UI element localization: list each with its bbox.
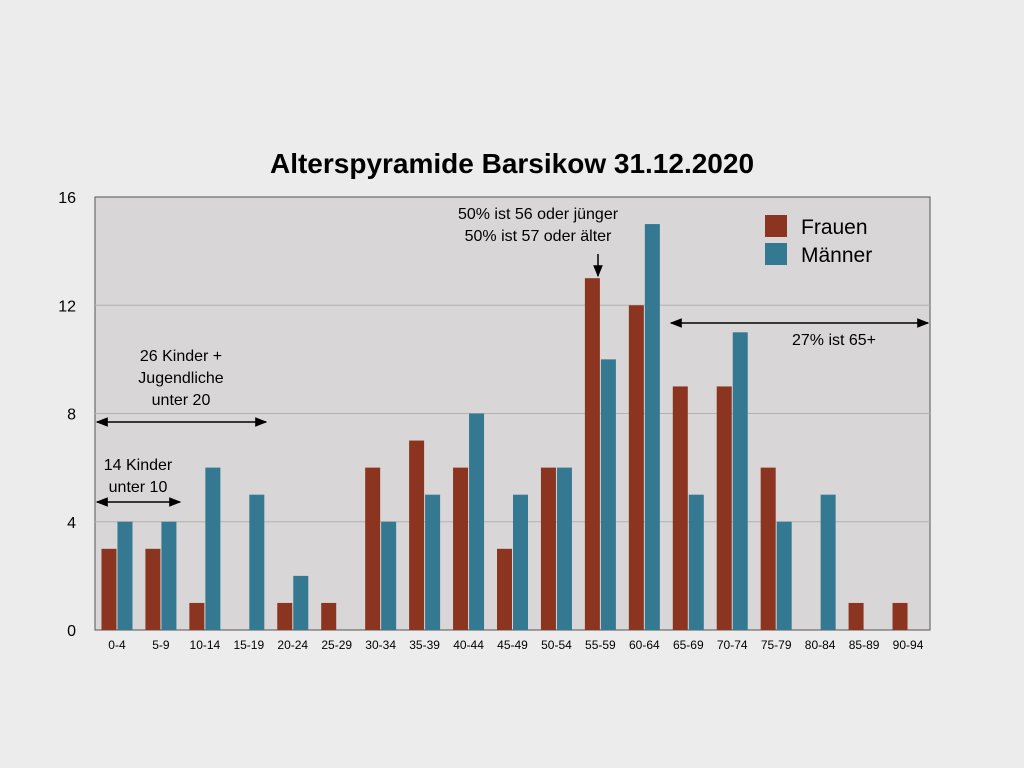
x-tick-label: 50-54 [541, 638, 572, 652]
legend-label-frauen: Frauen [801, 216, 868, 239]
y-axis-ticks: 0 4 8 12 16 [58, 190, 76, 640]
bar-frauen-50-54 [540, 467, 556, 630]
seniors-label: 27% ist 65+ [792, 332, 876, 349]
annotation-seniors: 27% ist 65+ [669, 318, 930, 349]
x-tick-label: 20-24 [277, 638, 308, 652]
bar-maenner-35-39 [425, 494, 441, 630]
youth-line-1: 26 Kinder + [140, 348, 222, 365]
chart-title: Alterspyramide Barsikow 31.12.2020 [270, 148, 754, 179]
bar-frauen-55-59 [584, 278, 600, 630]
x-tick-label: 5-9 [152, 638, 170, 652]
bar-maenner-50-54 [556, 467, 572, 630]
bar-maenner-75-79 [776, 521, 792, 630]
bar-maenner-5-9 [161, 521, 177, 630]
legend-swatch-maenner [765, 243, 787, 265]
x-tick-label: 15-19 [233, 638, 264, 652]
bar-frauen-90-94 [892, 602, 908, 630]
legend-label-maenner: Männer [801, 244, 872, 267]
y-tick-label: 4 [67, 515, 76, 532]
y-tick-label: 8 [67, 407, 76, 424]
bar-frauen-25-29 [321, 602, 337, 630]
youth-line-2: Jugendliche [138, 370, 224, 387]
x-tick-label: 90-94 [893, 638, 924, 652]
children-line-1: 14 Kinder [104, 457, 173, 474]
x-tick-label: 65-69 [673, 638, 704, 652]
bar-frauen-5-9 [145, 548, 161, 630]
x-tick-label: 35-39 [409, 638, 440, 652]
bar-maenner-10-14 [205, 467, 221, 630]
bar-frauen-60-64 [628, 305, 644, 630]
bar-frauen-45-49 [497, 548, 512, 630]
bar-frauen-20-24 [277, 602, 293, 630]
bar-frauen-35-39 [409, 440, 425, 630]
bar-frauen-30-34 [365, 467, 381, 630]
x-tick-label: 75-79 [761, 638, 792, 652]
annotation-children: 14 Kinder unter 10 [95, 457, 182, 507]
legend: Frauen Männer [765, 215, 872, 267]
x-axis-ticks: 0-4 5-9 10-14 15-19 20-24 25-29 30-34 35-39 40-4… [108, 638, 923, 652]
bar-maenner-15-19 [249, 494, 265, 630]
youth-line-3: unter 20 [152, 392, 211, 409]
bar-maenner-20-24 [293, 575, 309, 630]
x-tick-label: 25-29 [321, 638, 352, 652]
bars [101, 224, 908, 630]
median-line-1: 50% ist 56 oder jünger [458, 206, 619, 223]
x-tick-label: 10-14 [190, 638, 221, 652]
bar-maenner-80-84 [820, 494, 836, 630]
x-tick-label: 30-34 [365, 638, 396, 652]
bar-maenner-45-49 [513, 494, 528, 630]
bar-frauen-65-69 [672, 386, 688, 630]
x-tick-label: 45-49 [497, 638, 528, 652]
bar-frauen-70-74 [716, 386, 732, 630]
bar-frauen-0-4 [101, 548, 117, 630]
x-tick-label: 70-74 [717, 638, 748, 652]
bar-maenner-70-74 [732, 332, 748, 630]
bar-frauen-40-44 [453, 467, 469, 630]
bar-maenner-60-64 [644, 224, 660, 630]
bar-maenner-0-4 [117, 521, 133, 630]
y-tick-label: 12 [58, 298, 76, 315]
x-tick-label: 0-4 [108, 638, 126, 652]
x-tick-label: 40-44 [453, 638, 484, 652]
x-tick-label: 80-84 [805, 638, 836, 652]
legend-swatch-frauen [765, 215, 787, 237]
bar-frauen-75-79 [760, 467, 776, 630]
children-line-2: unter 10 [109, 479, 168, 496]
x-tick-label: 85-89 [849, 638, 880, 652]
annotation-youth: 26 Kinder + Jugendliche unter 20 [95, 348, 268, 427]
bar-maenner-30-34 [381, 521, 397, 630]
y-tick-label: 16 [58, 190, 76, 207]
x-tick-label: 60-64 [629, 638, 660, 652]
bar-maenner-65-69 [688, 494, 704, 630]
y-tick-label: 0 [67, 623, 76, 640]
median-line-2: 50% ist 57 oder älter [465, 228, 612, 245]
bar-maenner-40-44 [469, 413, 485, 630]
annotation-median: 50% ist 56 oder jünger 50% ist 57 oder ä… [458, 206, 619, 278]
bar-frauen-85-89 [848, 602, 864, 630]
x-tick-label: 55-59 [585, 638, 616, 652]
bar-maenner-55-59 [600, 359, 616, 630]
bar-frauen-10-14 [189, 602, 205, 630]
